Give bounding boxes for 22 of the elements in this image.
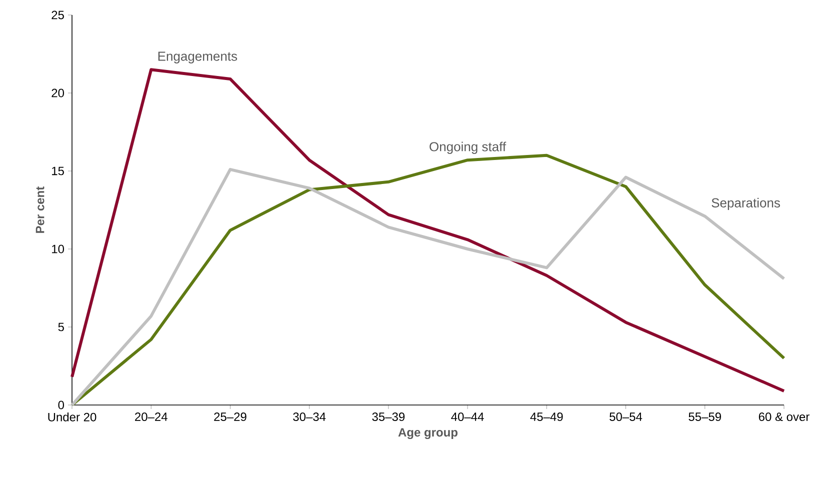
series-label: Ongoing staff bbox=[430, 142, 506, 154]
series-label: Separations bbox=[712, 198, 780, 210]
x-tick-label: 40–44 bbox=[451, 412, 484, 422]
x-tick-label: 30–34 bbox=[293, 412, 326, 422]
x-tick-label: 60 & over bbox=[758, 412, 810, 422]
x-axis-title: Age group bbox=[398, 428, 458, 440]
x-tick-label: 45–49 bbox=[530, 412, 563, 422]
series-label: Engagements bbox=[158, 52, 238, 64]
y-tick-label: 10 bbox=[52, 244, 64, 254]
x-tick-label: 35–39 bbox=[372, 412, 405, 422]
x-tick-label: 20–24 bbox=[135, 412, 168, 422]
x-tick-label: 50–54 bbox=[610, 412, 642, 422]
y-tick-label: 5 bbox=[58, 322, 64, 332]
y-tick-label: 0 bbox=[58, 400, 64, 410]
y-tick-label: 20 bbox=[52, 88, 64, 98]
x-tick-label: 55–59 bbox=[688, 412, 721, 422]
x-tick-label: Under 20 bbox=[48, 412, 96, 422]
line-series bbox=[70, 68, 786, 392]
y-axis-title: Per cent bbox=[36, 186, 44, 233]
y-tick-label: 25 bbox=[52, 10, 64, 20]
x-tick-label: 25–29 bbox=[214, 412, 246, 422]
y-tick-label: 15 bbox=[52, 166, 64, 176]
